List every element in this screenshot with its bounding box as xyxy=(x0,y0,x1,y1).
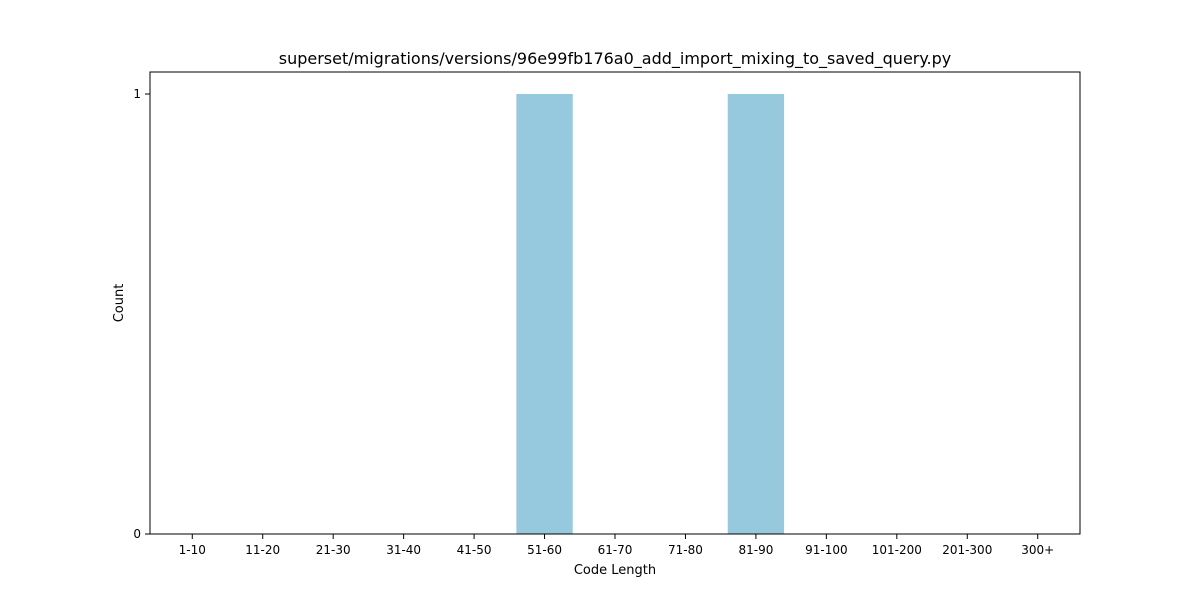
x-tick-label: 71-80 xyxy=(668,543,703,557)
x-ticks-group: 1-10 11-20 21-30 31-40 41-50 51-60 61-70 71-80 8… xyxy=(179,534,1054,557)
x-tick-label: 11-20 xyxy=(245,543,280,557)
bar-51-60 xyxy=(516,94,573,534)
plot-frame xyxy=(149,71,1081,535)
x-tick-label: 41-50 xyxy=(457,543,492,557)
x-tick-label: 31-40 xyxy=(386,543,421,557)
x-tick-label: 201-300 xyxy=(942,543,992,557)
x-tick-label: 300+ xyxy=(1021,543,1054,557)
y-tick-label: 1 xyxy=(133,87,141,101)
x-tick-label: 61-70 xyxy=(598,543,633,557)
bar-81-90 xyxy=(727,94,785,534)
y-axis-label: Count xyxy=(112,284,127,323)
x-tick-label: 1-10 xyxy=(179,543,206,557)
y-ticks-group: 01 xyxy=(133,87,150,541)
x-tick-label: 81-90 xyxy=(738,543,773,557)
x-axis-label: Code Length xyxy=(574,563,656,578)
x-tick-label: 101-200 xyxy=(872,543,922,557)
x-tick-label: 21-30 xyxy=(316,543,351,557)
x-tick-label: 51-60 xyxy=(527,543,562,557)
x-tick-label: 91-100 xyxy=(805,543,848,557)
bars-group xyxy=(516,94,785,534)
y-tick-label: 0 xyxy=(133,527,141,541)
chart-title: superset/migrations/versions/96e99fb176a… xyxy=(279,49,952,69)
